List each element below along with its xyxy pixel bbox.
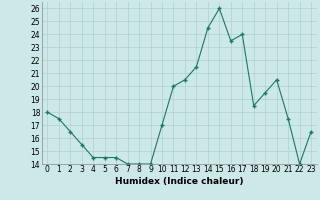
X-axis label: Humidex (Indice chaleur): Humidex (Indice chaleur) [115, 177, 244, 186]
